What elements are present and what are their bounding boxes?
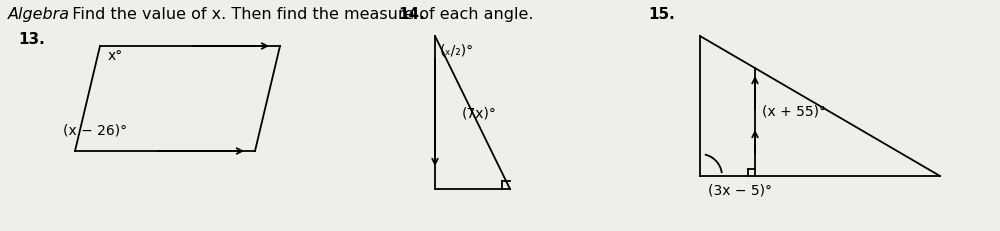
Text: x°: x° bbox=[108, 49, 123, 63]
Text: (3x − 5)°: (3x − 5)° bbox=[708, 183, 772, 197]
Text: 15.: 15. bbox=[648, 7, 675, 22]
Text: Algebra: Algebra bbox=[8, 7, 70, 22]
Text: Find the value of x. Then find the measure of each angle.: Find the value of x. Then find the measu… bbox=[62, 7, 534, 22]
Text: (ₓ/₂)°: (ₓ/₂)° bbox=[440, 44, 474, 58]
Text: (x − 26)°: (x − 26)° bbox=[63, 123, 127, 137]
Text: (x + 55)°: (x + 55)° bbox=[762, 105, 826, 119]
Text: 14.: 14. bbox=[398, 7, 425, 22]
Text: (7x)°: (7x)° bbox=[462, 106, 497, 121]
Text: 13.: 13. bbox=[18, 32, 45, 47]
